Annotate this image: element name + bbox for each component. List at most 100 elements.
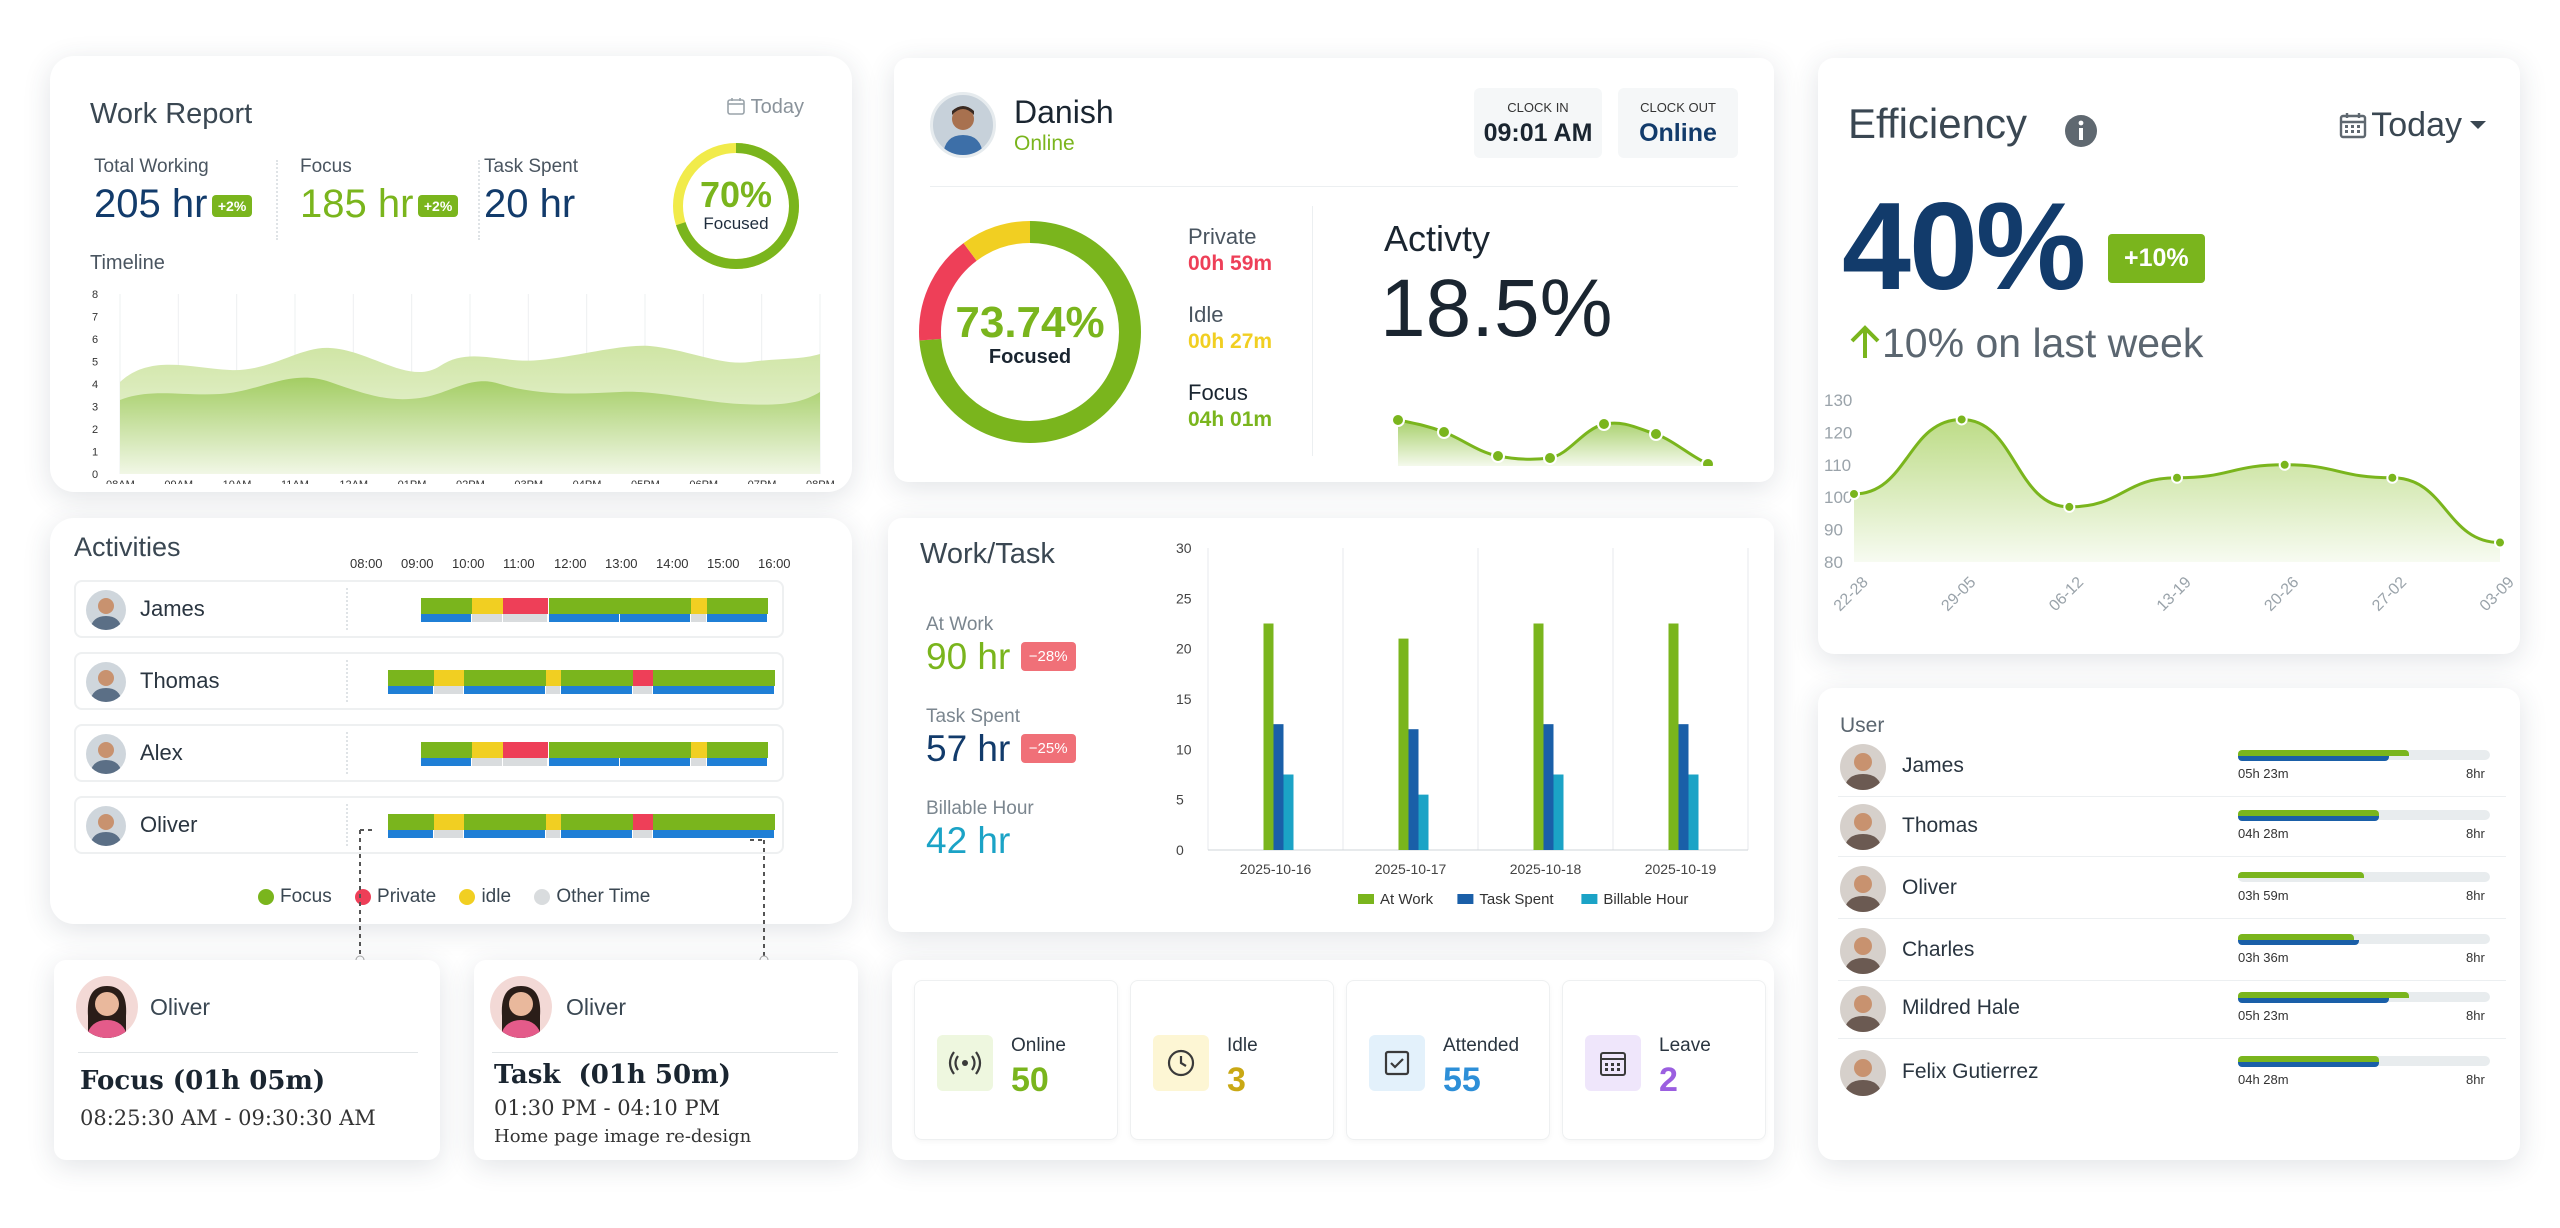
tooltip-line1: 08:25:30 AM - 09:30:30 AM <box>80 1106 376 1130</box>
activity-subsegment <box>433 830 464 838</box>
user-row[interactable]: Charles 03h 36m 8hr <box>1838 920 2506 981</box>
user-row[interactable]: Mildred Hale 05h 23m 8hr <box>1838 978 2506 1039</box>
activity-segment-green[interactable] <box>387 814 434 830</box>
activity-segment-green[interactable] <box>619 742 692 758</box>
info-icon[interactable] <box>2064 114 2098 148</box>
bar-at-work[interactable] <box>1263 623 1274 851</box>
activity-segment-yellow[interactable] <box>472 598 503 614</box>
stat-focus: Focus 185 hr +2% <box>300 156 459 227</box>
activity-row[interactable]: Oliver <box>74 796 784 854</box>
breakdown-idle: Idle 00h 27m <box>1188 302 1272 354</box>
progress-task <box>2238 816 2380 821</box>
x-tick-label: 10AM <box>223 479 252 484</box>
user-row[interactable]: Thomas 04h 28m 8hr <box>1838 796 2506 857</box>
tooltip-name: Oliver <box>150 994 211 1020</box>
user-name: Danish <box>1014 94 1114 130</box>
activity-segment-red[interactable] <box>632 814 654 830</box>
y-tick-label: 15 <box>1176 691 1192 707</box>
activity-segment-green[interactable] <box>387 670 434 686</box>
summary-value: 50 <box>1011 1061 1049 1099</box>
activity-segment-green[interactable] <box>464 670 546 686</box>
chart-point <box>2171 471 2183 484</box>
focus-donut <box>919 221 1141 443</box>
date-filter[interactable]: Today <box>726 96 804 119</box>
efficiency-date-filter[interactable]: Today <box>2339 106 2488 145</box>
user-name: Thomas <box>1902 814 1978 837</box>
activity-segment-yellow[interactable] <box>545 814 562 830</box>
breakdown-label: Private <box>1188 224 1257 249</box>
bar-at-work[interactable] <box>1398 638 1409 850</box>
calendar-grid-icon <box>1585 1035 1641 1091</box>
avatar <box>1840 986 1886 1032</box>
bar-task-spent[interactable] <box>1543 724 1554 850</box>
wt-stat-at-work: At Work 90 hr −28% <box>926 614 1076 678</box>
activity-segment-green[interactable] <box>421 598 472 614</box>
activity-segment-green[interactable] <box>653 814 776 830</box>
activity-row[interactable]: Thomas <box>74 652 784 710</box>
activity-segment-green[interactable] <box>706 598 768 614</box>
activity-segment-yellow[interactable] <box>433 814 465 830</box>
activity-segment-yellow[interactable] <box>433 670 465 686</box>
bar-billable-hour[interactable] <box>1688 774 1699 851</box>
chart-point <box>1848 487 1860 500</box>
bar-at-work[interactable] <box>1668 623 1679 851</box>
calendar-icon <box>726 98 745 115</box>
clock-out-value: Online <box>1639 119 1717 147</box>
user-row[interactable]: Oliver 03h 59m 8hr <box>1838 858 2506 919</box>
avatar <box>1840 744 1886 790</box>
summary-leave[interactable]: Leave 2 <box>1562 980 1766 1140</box>
stat-task-spent: Task Spent 20 hr <box>484 156 578 227</box>
x-tick-label: 27-02 <box>2369 574 2410 615</box>
summary-idle[interactable]: Idle 3 <box>1130 980 1334 1140</box>
activity-segment-red[interactable] <box>632 670 654 686</box>
activity-segment-green[interactable] <box>548 598 620 614</box>
chevron-down-icon <box>2470 121 2486 129</box>
stat-value: 205 hr <box>94 182 208 226</box>
activity-title: Activty <box>1384 218 1491 259</box>
activity-subsegment <box>548 758 619 766</box>
activity-segment-green[interactable] <box>561 814 633 830</box>
stat-total-working: Total Working 205 hr +2% <box>94 156 253 227</box>
activity-row[interactable]: Alex <box>74 724 784 782</box>
activities-card: Activities 08:00 09:00 10:00 11:00 12:00 13:0… <box>50 518 852 924</box>
bar-billable-hour[interactable] <box>1283 774 1294 851</box>
activity-segment-yellow[interactable] <box>691 742 707 758</box>
activity-segment-green[interactable] <box>706 742 768 758</box>
activity-segment-green[interactable] <box>421 742 472 758</box>
activity-segment-green[interactable] <box>548 742 620 758</box>
bar-task-spent[interactable] <box>1408 729 1419 850</box>
user-list-card: User James 05h 23m 8hr Thomas 04h 28m 8hr Oliv… <box>1818 688 2520 1160</box>
activity-segment-red[interactable] <box>502 742 549 758</box>
bar-billable-hour[interactable] <box>1553 774 1564 851</box>
activity-segment-green[interactable] <box>464 814 546 830</box>
bar-at-work[interactable] <box>1533 623 1544 851</box>
user-row[interactable]: James 05h 23m 8hr <box>1838 736 2506 797</box>
timeline-chart: 8 7 6 5 4 3 2 1 0 08AM 09AM 10AM 11AM 12AM 01PM 02PM 03… <box>92 289 835 484</box>
user-row[interactable]: Felix Gutierrez 04h 28m 8hr <box>1838 1042 2506 1102</box>
summary-online[interactable]: Online 50 <box>914 980 1118 1140</box>
x-tick-label: 08AM <box>106 479 135 484</box>
activity-segment-yellow[interactable] <box>545 670 562 686</box>
x-tick-label: 01PM <box>398 479 427 484</box>
summary-attended[interactable]: Attended 55 <box>1346 980 1550 1140</box>
bar-task-spent[interactable] <box>1678 724 1689 850</box>
bar-task-spent[interactable] <box>1273 724 1284 850</box>
tooltip-title: Task (01h 50m) <box>494 1060 731 1090</box>
avatar <box>86 662 126 702</box>
activity-segment-red[interactable] <box>502 598 549 614</box>
progress-task <box>2238 756 2390 761</box>
bar-billable-hour[interactable] <box>1418 794 1429 850</box>
legend-dot <box>459 888 476 905</box>
activity-segment-green[interactable] <box>561 670 633 686</box>
hour-label: 13:00 <box>605 556 638 571</box>
activity-segment-yellow[interactable] <box>691 598 707 614</box>
activity-sparkline <box>1391 413 1715 466</box>
activities-title: Activities <box>74 532 181 562</box>
avatar <box>86 806 126 846</box>
activity-row[interactable]: James <box>74 580 784 638</box>
activity-segment-green[interactable] <box>653 670 776 686</box>
y-tick-label: 80 <box>1824 553 1843 572</box>
legend-label: Other Time <box>556 886 651 907</box>
activity-segment-green[interactable] <box>619 598 692 614</box>
activity-segment-yellow[interactable] <box>472 742 503 758</box>
